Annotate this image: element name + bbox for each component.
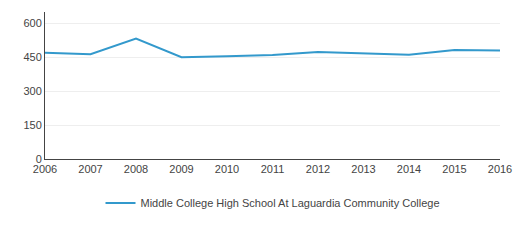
svg-text:0: 0 bbox=[36, 153, 42, 165]
svg-text:2006: 2006 bbox=[33, 163, 57, 175]
svg-text:300: 300 bbox=[23, 85, 41, 97]
svg-text:2011: 2011 bbox=[261, 163, 285, 175]
svg-text:600: 600 bbox=[23, 17, 41, 29]
svg-text:Middle College High School At: Middle College High School At Laguardia … bbox=[141, 197, 440, 209]
svg-text:2015: 2015 bbox=[442, 163, 466, 175]
svg-text:450: 450 bbox=[23, 51, 41, 63]
svg-text:2007: 2007 bbox=[78, 163, 102, 175]
svg-text:2013: 2013 bbox=[351, 163, 375, 175]
svg-text:2012: 2012 bbox=[306, 163, 330, 175]
svg-text:150: 150 bbox=[23, 119, 41, 131]
svg-text:2008: 2008 bbox=[124, 163, 148, 175]
svg-text:2016: 2016 bbox=[488, 163, 512, 175]
svg-text:2010: 2010 bbox=[215, 163, 239, 175]
svg-text:2014: 2014 bbox=[397, 163, 421, 175]
svg-text:2009: 2009 bbox=[169, 163, 193, 175]
